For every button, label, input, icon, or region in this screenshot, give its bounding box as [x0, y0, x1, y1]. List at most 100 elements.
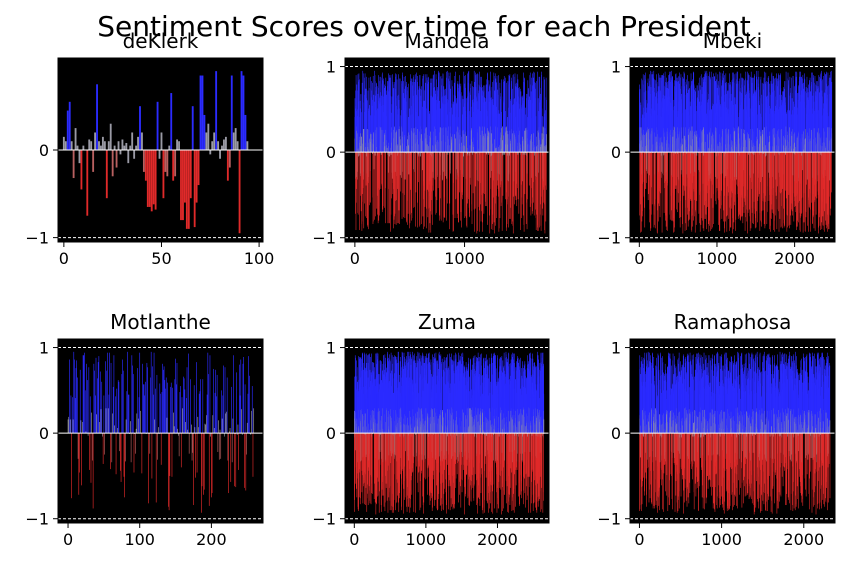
- sentiment-bar: [784, 152, 785, 183]
- sentiment-bar: [212, 415, 214, 434]
- sentiment-bar: [233, 355, 234, 434]
- sentiment-bar: [408, 117, 410, 153]
- sentiment-bar: [482, 95, 483, 153]
- x-tick-label: 100: [124, 530, 155, 549]
- sentiment-bar: [383, 87, 385, 153]
- y-tick-label: 1: [39, 339, 49, 358]
- sentiment-bar: [395, 73, 396, 153]
- sentiment-bar: [146, 150, 149, 207]
- sentiment-bar: [804, 79, 806, 153]
- sentiment-bar: [540, 105, 541, 153]
- sentiment-bar: [538, 152, 539, 173]
- sentiment-bar: [525, 129, 527, 153]
- sentiment-bar: [375, 152, 376, 217]
- sentiment-bar: [433, 99, 435, 153]
- sentiment-bar: [181, 397, 183, 434]
- sentiment-bar: [520, 97, 521, 153]
- sentiment-bar: [452, 114, 453, 153]
- sentiment-bar: [540, 144, 541, 153]
- sentiment-bar: [544, 146, 546, 153]
- sentiment-bar: [763, 127, 765, 153]
- sentiment-bar: [813, 152, 815, 229]
- sentiment-bar: [453, 101, 454, 153]
- sentiment-bar: [747, 152, 749, 213]
- sentiment-bar: [371, 372, 372, 434]
- sentiment-bar: [517, 152, 518, 155]
- sentiment-bar: [447, 152, 448, 204]
- sentiment-bar: [468, 71, 469, 153]
- sentiment-bar: [740, 152, 742, 218]
- sentiment-bar: [454, 75, 456, 153]
- sentiment-bar: [235, 433, 237, 488]
- sentiment-bar: [640, 152, 641, 233]
- sentiment-bar: [430, 152, 432, 233]
- sentiment-bar: [726, 93, 728, 153]
- sentiment-bar: [362, 433, 363, 471]
- sentiment-bar: [104, 361, 106, 434]
- sentiment-bar: [113, 355, 115, 434]
- sentiment-bar: [463, 106, 464, 153]
- sentiment-bar: [423, 152, 424, 230]
- sentiment-bar: [732, 152, 734, 219]
- sentiment-bar: [509, 112, 511, 153]
- sentiment-bar: [505, 130, 507, 153]
- sentiment-bar: [440, 152, 442, 221]
- sentiment-bar: [382, 80, 383, 153]
- sentiment-bar: [404, 88, 406, 153]
- sentiment-bar: [175, 384, 177, 434]
- sentiment-bar: [686, 100, 688, 153]
- sentiment-bar: [501, 152, 503, 231]
- sentiment-bar: [366, 98, 367, 153]
- sentiment-bar: [414, 152, 415, 172]
- sentiment-bar: [197, 416, 199, 434]
- sentiment-bar: [513, 74, 514, 153]
- sentiment-bar: [731, 114, 732, 153]
- sentiment-bar: [172, 150, 175, 181]
- sentiment-bar: [522, 144, 523, 153]
- sentiment-bar: [691, 152, 693, 183]
- sentiment-bar: [438, 74, 440, 153]
- sentiment-bar: [70, 395, 72, 434]
- sentiment-bar: [694, 152, 696, 233]
- sentiment-bar: [411, 152, 412, 213]
- sentiment-bar: [752, 152, 753, 224]
- y-tick-label: 1: [611, 58, 621, 77]
- sentiment-bar: [642, 152, 643, 184]
- sentiment-bar: [211, 141, 214, 150]
- sentiment-bar: [454, 152, 456, 219]
- sentiment-bar: [684, 152, 685, 187]
- sentiment-bar: [493, 152, 495, 223]
- sentiment-bar: [180, 386, 181, 434]
- sentiment-bar: [742, 109, 744, 153]
- sentiment-bar: [744, 152, 746, 231]
- sentiment-bar: [818, 152, 819, 234]
- sentiment-bar: [460, 83, 462, 153]
- sentiment-bar: [521, 95, 523, 153]
- sentiment-bar: [126, 391, 128, 434]
- sentiment-bar: [456, 152, 458, 219]
- sentiment-bar: [72, 419, 74, 434]
- sentiment-bar: [381, 152, 383, 184]
- sentiment-bar: [656, 81, 658, 153]
- sentiment-bar: [369, 105, 370, 153]
- sentiment-bar: [650, 152, 652, 215]
- sentiment-bar: [665, 152, 666, 221]
- sentiment-bar: [421, 152, 422, 225]
- sentiment-bar: [822, 152, 823, 202]
- sentiment-bar: [774, 137, 775, 153]
- sentiment-bar: [443, 152, 444, 172]
- x-tick-label: 2000: [774, 249, 815, 268]
- sentiment-bar: [250, 433, 252, 435]
- sentiment-bar: [402, 72, 403, 153]
- sentiment-bar: [695, 152, 697, 173]
- sentiment-bar: [244, 433, 245, 488]
- sentiment-bar: [400, 152, 402, 192]
- sentiment-bar: [745, 152, 746, 196]
- sentiment-bar: [693, 86, 694, 153]
- sentiment-bar: [158, 150, 161, 159]
- sentiment-bar: [805, 152, 806, 212]
- sentiment-bar: [377, 433, 379, 482]
- sentiment-bar: [398, 74, 399, 153]
- sentiment-bar: [449, 111, 450, 153]
- sentiment-bar: [158, 427, 159, 434]
